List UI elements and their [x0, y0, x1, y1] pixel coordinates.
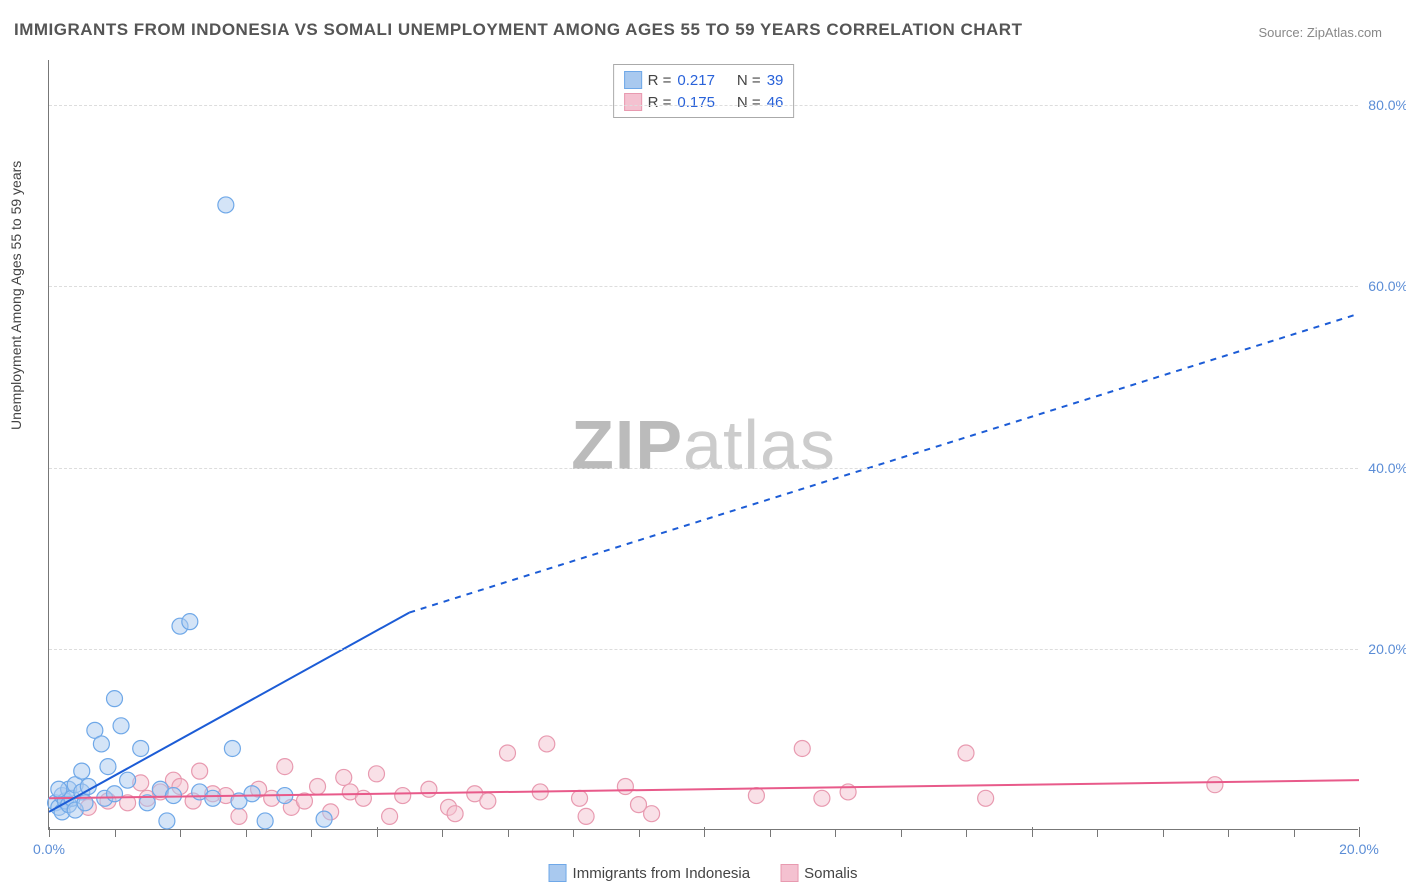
- n-label: N =: [737, 94, 761, 111]
- chart-area: ZIPatlas R = 0.217 N = 39 R = 0.175 N = …: [48, 60, 1358, 830]
- stats-row-a: R = 0.217 N = 39: [624, 69, 784, 91]
- swatch-b: [624, 93, 642, 111]
- series-legend: Immigrants from Indonesia Somalis: [549, 864, 858, 882]
- y-axis-label: Unemployment Among Ages 55 to 59 years: [8, 161, 24, 430]
- n-label: N =: [737, 72, 761, 89]
- stats-row-b: R = 0.175 N = 46: [624, 91, 784, 113]
- legend-item-a: Immigrants from Indonesia: [549, 864, 751, 882]
- r-value-b: 0.175: [677, 94, 715, 111]
- r-label: R =: [648, 94, 672, 111]
- plot-svg: [49, 60, 1358, 829]
- legend-label-b: Somalis: [804, 865, 857, 882]
- swatch-a-icon: [549, 864, 567, 882]
- legend-item-b: Somalis: [780, 864, 857, 882]
- n-value-b: 46: [767, 94, 784, 111]
- swatch-a: [624, 71, 642, 89]
- chart-title: IMMIGRANTS FROM INDONESIA VS SOMALI UNEM…: [14, 20, 1022, 40]
- n-value-a: 39: [767, 72, 784, 89]
- stats-legend: R = 0.217 N = 39 R = 0.175 N = 46: [613, 64, 795, 118]
- legend-label-a: Immigrants from Indonesia: [573, 865, 751, 882]
- swatch-b-icon: [780, 864, 798, 882]
- r-value-a: 0.217: [677, 72, 715, 89]
- source-label: Source: ZipAtlas.com: [1258, 25, 1382, 40]
- r-label: R =: [648, 72, 672, 89]
